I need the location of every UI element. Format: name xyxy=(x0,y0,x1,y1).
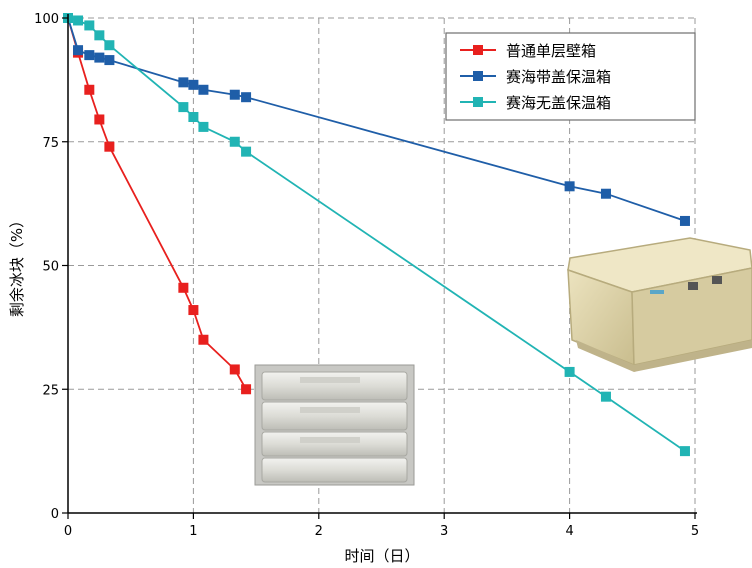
axes xyxy=(67,14,697,514)
series-open-insulated-box-point xyxy=(94,30,105,41)
series-open-insulated-box-point xyxy=(229,136,240,147)
x-tick-label: 1 xyxy=(189,524,197,539)
y-tick-label: 75 xyxy=(42,136,59,151)
x-tick-label: 5 xyxy=(691,524,699,539)
y-tick-label: 0 xyxy=(51,507,59,522)
series-lidded-insulated-box-point xyxy=(178,77,189,88)
series-lidded-insulated-box-point xyxy=(104,55,115,66)
legend-label: 赛海无盖保温箱 xyxy=(506,94,611,112)
legend-label: 普通单层壁箱 xyxy=(506,42,596,60)
series-lidded-insulated-box-point xyxy=(564,181,575,192)
series-lidded-insulated-box-point xyxy=(198,84,209,95)
y-tick-label: 50 xyxy=(42,260,59,275)
series-regular-box-line xyxy=(67,17,247,390)
series-open-insulated-box-point xyxy=(178,102,189,113)
series-points xyxy=(63,13,690,457)
series-lidded-insulated-box-point xyxy=(241,92,252,103)
series-open-insulated-box-point xyxy=(84,20,95,31)
series-regular-box-point xyxy=(229,364,240,375)
legend-swatch-marker xyxy=(473,97,483,107)
series-open-insulated-box-point xyxy=(679,446,690,457)
series-open-insulated-box-point xyxy=(198,121,209,132)
stacked-crates-photo xyxy=(254,364,415,486)
insulated-box-photo xyxy=(567,237,752,372)
series-lidded-insulated-box-point xyxy=(73,45,84,56)
series-regular-box-point xyxy=(198,334,209,345)
y-axis-ticks: 0 25 50 75 100 xyxy=(34,12,68,522)
series-lidded-insulated-box-point xyxy=(229,89,240,100)
series-open-insulated-box-point xyxy=(564,366,575,377)
legend-swatch-marker xyxy=(473,71,483,81)
series-lidded-insulated-box-point xyxy=(600,188,611,199)
series-lidded-insulated-box-point xyxy=(188,79,199,90)
y-tick-label: 25 xyxy=(42,383,59,398)
x-axis-title: 时间（日） xyxy=(344,547,419,565)
series-regular-box-point xyxy=(241,384,252,395)
x-tick-label: 0 xyxy=(64,524,72,539)
series-regular-box-point xyxy=(104,141,115,152)
series-open-insulated-box-point xyxy=(600,391,611,402)
series-lidded-insulated-box-point xyxy=(84,50,95,61)
series-open-insulated-box-point xyxy=(188,112,199,122)
x-tick-label: 3 xyxy=(440,524,448,539)
y-axis-title: 剩余冰块（%） xyxy=(8,213,26,317)
series-regular-box-point xyxy=(84,84,95,95)
series-regular-box-point xyxy=(178,282,189,293)
legend-swatch-marker xyxy=(473,45,483,55)
y-tick-label: 100 xyxy=(34,12,59,27)
series-open-insulated-box-point xyxy=(241,146,252,157)
legend-label: 赛海带盖保温箱 xyxy=(506,68,611,86)
series-regular-box-point xyxy=(188,305,199,316)
series-lidded-insulated-box-point xyxy=(679,215,690,226)
series-open-insulated-box-point xyxy=(104,40,115,51)
x-axis-ticks: 0 1 2 3 4 5 xyxy=(64,513,699,539)
series-regular-box-point xyxy=(94,114,105,125)
x-tick-label: 4 xyxy=(565,524,573,539)
x-tick-label: 2 xyxy=(315,524,323,539)
series-lidded-insulated-box-point xyxy=(94,52,105,63)
series-open-insulated-box-point xyxy=(73,15,84,26)
